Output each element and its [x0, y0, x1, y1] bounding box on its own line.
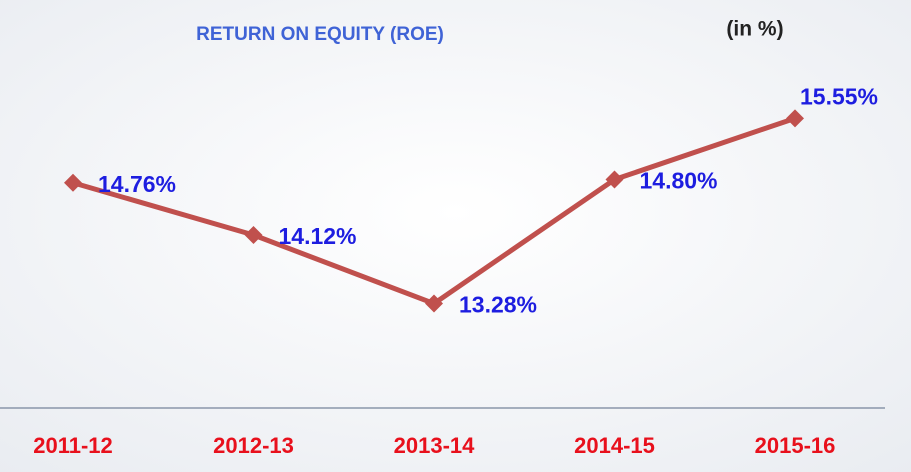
data-label: 13.28% [459, 292, 537, 318]
x-tick-label: 2013-14 [394, 433, 476, 458]
marker [64, 173, 82, 192]
x-tick-label: 2011-12 [33, 433, 113, 458]
x-tick-label: 2015-16 [755, 433, 836, 458]
x-tick-label: 2014-15 [574, 433, 655, 458]
chart-title: RETURN ON EQUITY (ROE) [196, 24, 444, 45]
unit-note: (in %) [726, 18, 783, 41]
data-label: 15.55% [800, 83, 878, 109]
marker [425, 294, 443, 313]
x-tick-label: 2012-13 [213, 433, 294, 458]
marker [786, 109, 804, 128]
data-label: 14.80% [640, 168, 718, 194]
marker [244, 226, 263, 245]
marker [605, 170, 624, 189]
data-label: 14.76% [98, 171, 176, 197]
data-label: 14.12% [279, 223, 357, 249]
